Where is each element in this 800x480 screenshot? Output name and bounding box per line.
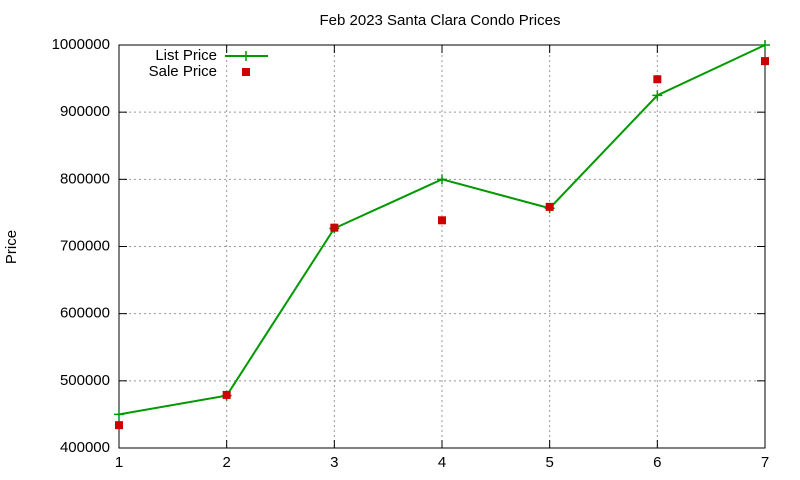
- data-point: [545, 202, 554, 211]
- x-tick-label: 5: [545, 454, 553, 471]
- chart-title: Feb 2023 Santa Clara Condo Prices: [320, 12, 561, 29]
- y-tick-label: 400000: [60, 439, 110, 456]
- data-point: [115, 421, 123, 430]
- y-tick-label: 1000000: [52, 36, 110, 53]
- data-point: [760, 40, 770, 50]
- legend-label: List Price: [155, 47, 217, 64]
- y-tick-label: 500000: [60, 372, 110, 389]
- data-point: [653, 75, 662, 84]
- legend-marker: [242, 68, 250, 76]
- data-point: [114, 409, 124, 420]
- y-axis-label: Price: [3, 230, 20, 264]
- x-tick-label: 6: [653, 454, 661, 471]
- x-tick-label: 3: [330, 454, 338, 471]
- x-tick-label: 2: [222, 454, 230, 471]
- y-tick-label: 600000: [60, 305, 110, 322]
- data-point: [437, 174, 447, 185]
- legend-label: Sale Price: [149, 63, 217, 80]
- x-tick-label: 4: [438, 454, 446, 471]
- y-tick-label: 700000: [60, 237, 110, 254]
- y-tick-label: 800000: [60, 170, 110, 187]
- data-point: [652, 90, 663, 101]
- y-tick-label: 900000: [60, 103, 110, 120]
- data-point: [761, 57, 769, 66]
- data-point: [438, 216, 446, 225]
- data-point: [330, 223, 339, 232]
- data-point: [222, 390, 231, 399]
- x-tick-label: 7: [761, 454, 769, 471]
- x-tick-label: 1: [115, 454, 123, 471]
- legend-marker: [241, 51, 251, 61]
- plot-frame: [118, 44, 766, 449]
